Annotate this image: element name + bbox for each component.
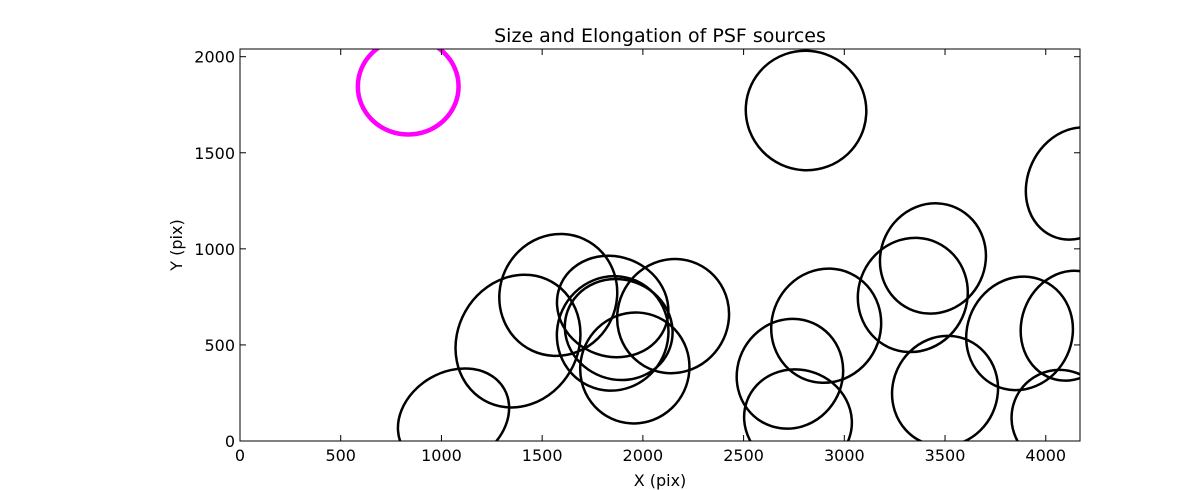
y-axis-label: Y (pix)	[167, 219, 186, 271]
psf-ellipse	[1010, 368, 1080, 441]
y-tick-label: 0	[225, 432, 235, 451]
psf-ellipse	[555, 274, 670, 392]
x-axis: 0 500 1000 1500 2000 2500 3000 3500 4000	[235, 49, 1066, 465]
y-tick-label: 1000	[194, 240, 235, 259]
psf-ellipse	[1024, 126, 1080, 241]
psf-ellipse	[856, 236, 970, 354]
psf-ellipse	[769, 267, 883, 385]
psf-ellipse	[744, 49, 868, 172]
psf-ellipse	[742, 368, 854, 441]
x-tick-label: 1000	[421, 446, 462, 465]
plot-frame	[239, 48, 1081, 442]
x-tick-label: 3000	[824, 446, 865, 465]
psf-ellipse	[578, 311, 691, 425]
psf-ellipse	[878, 202, 988, 315]
x-tick-label: 2500	[723, 446, 764, 465]
chart-title: Size and Elongation of PSF sources	[494, 25, 826, 47]
psf-ellipse	[563, 277, 674, 382]
x-tick-label: 4000	[1025, 446, 1066, 465]
x-tick-label: 1500	[522, 446, 563, 465]
y-tick-label: 500	[204, 336, 235, 355]
psf-ellipse	[890, 334, 1000, 441]
psf-ellipse	[396, 367, 511, 441]
x-tick-label: 3500	[925, 446, 966, 465]
psf-ellipse	[735, 317, 845, 430]
psf-ellipse	[555, 254, 670, 359]
x-tick-label: 0	[235, 446, 245, 465]
psf-ellipse	[615, 257, 731, 375]
x-tick-label: 500	[325, 446, 356, 465]
y-axis: 0 500 1000 1500 2000	[194, 48, 1080, 451]
x-tick-label: 2000	[623, 446, 664, 465]
x-axis-label: X (pix)	[634, 471, 687, 490]
psf-ellipse	[1019, 269, 1080, 382]
y-tick-label: 1500	[194, 144, 235, 163]
plot-area	[355, 49, 1080, 441]
y-tick-label: 2000	[194, 48, 235, 67]
reference-ellipse	[355, 49, 461, 137]
